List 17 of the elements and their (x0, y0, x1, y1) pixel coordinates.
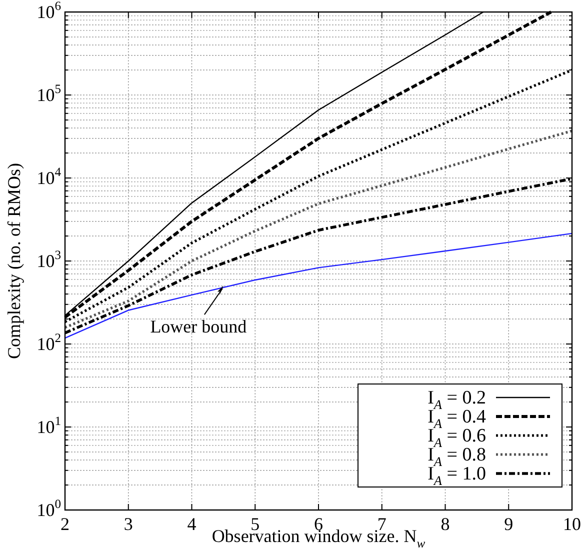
y-tick-label: 10$^{4}$ (36, 164, 62, 188)
x-tick-label: 8 (440, 514, 450, 534)
x-tick-label: 10 (563, 514, 581, 534)
y-tick-label: 10$^{3}$ (36, 248, 61, 271)
annotation: Lower bound (150, 316, 247, 337)
x-tick-label: 3 (124, 514, 133, 534)
x-tick-label: 4 (187, 514, 196, 534)
x-tick-label: 9 (504, 514, 514, 534)
y-tick-label: 10$^{0}$ (36, 496, 61, 520)
x-tick-label: 2 (60, 514, 70, 534)
y-tick-label: 10$^{5}$ (36, 82, 61, 105)
x-tick-label: 7 (377, 514, 386, 534)
y-tick-label: 10$^{2}$ (36, 330, 61, 354)
y-axis-title: Complexity (no. of RMOs) (4, 163, 24, 359)
y-tick-label: 10$^{1}$ (36, 414, 61, 437)
y-tick-label: 10$^{6}$ (36, 0, 61, 22)
line-series (64, 232, 573, 339)
